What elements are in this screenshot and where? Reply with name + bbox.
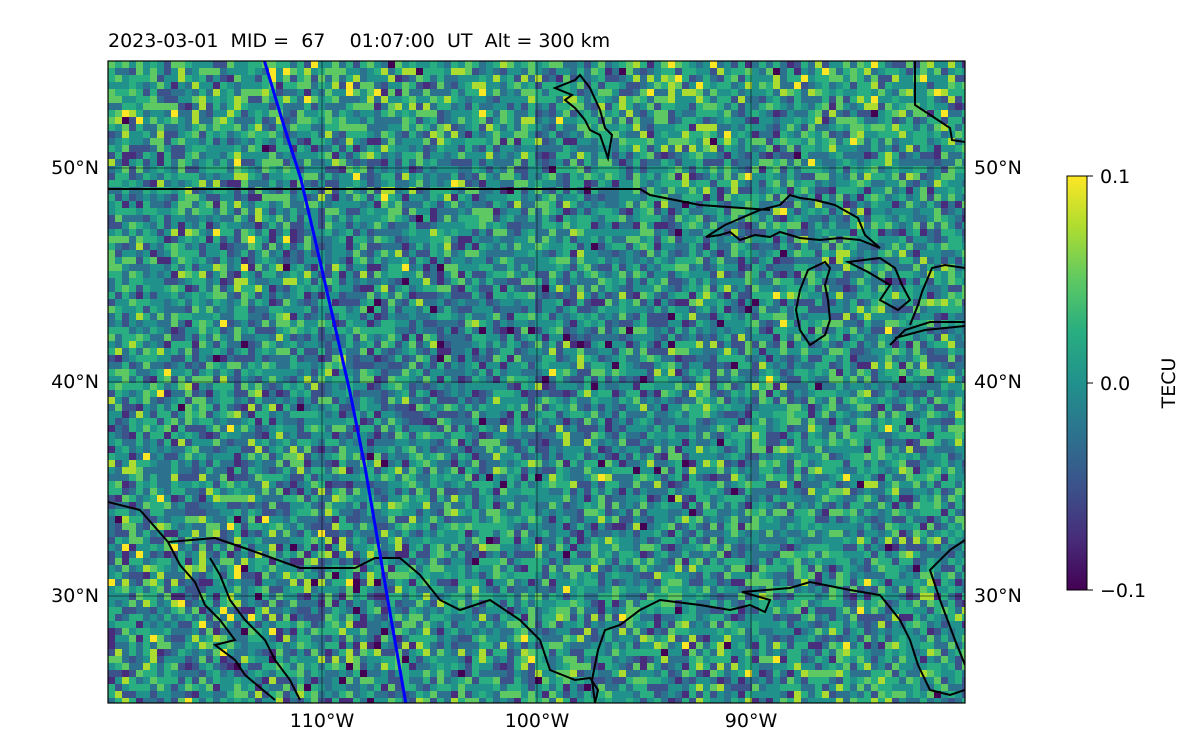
title-time: 01:07:00	[349, 30, 435, 52]
lat-tick-label-left-30n: 30°N	[51, 585, 99, 607]
florida-atlantic-coast	[928, 539, 965, 666]
lake-winnipeg	[552, 73, 614, 162]
gulf-coast	[590, 580, 965, 703]
colorbar-gradient	[1066, 175, 1088, 591]
gulf-of-california	[209, 557, 301, 701]
colorbar-tick-label-min: −0.1	[1100, 580, 1146, 602]
lon-tick-label-100w: 100°W	[505, 710, 570, 732]
lake-superior	[705, 193, 881, 249]
map-frame	[107, 60, 966, 704]
us-canada-border	[108, 188, 771, 211]
lake-erie-ontario	[889, 321, 965, 346]
grid-lines	[108, 61, 965, 703]
lat-tick-label-right-30n: 30°N	[974, 585, 1022, 607]
mexico-border-west	[108, 501, 276, 701]
lat-tick-label-right-50n: 50°N	[974, 157, 1022, 179]
title-time-zone: UT	[447, 30, 473, 52]
lake-michigan	[794, 260, 832, 347]
tec-field-cells	[108, 61, 965, 703]
hudson-bay-coast	[914, 61, 965, 143]
lat-tick-label-right-40n: 40°N	[974, 371, 1022, 393]
satellite-track-line	[262, 61, 408, 703]
colorbar-label: TECU	[1158, 358, 1180, 410]
map-title: 2023-03-01 MID = 67 01:07:00 UT Alt = 30…	[108, 30, 610, 52]
title-mid-label: MID =	[230, 30, 290, 52]
title-mid-value: 67	[301, 30, 326, 52]
colorbar: 0.1 0.0 −0.1 TECU	[1066, 166, 1180, 602]
coastlines-borders	[108, 61, 965, 703]
lon-tick-label-90w: 90°W	[725, 710, 778, 732]
lake-huron-east-shore	[909, 263, 965, 326]
title-altitude: Alt = 300 km	[484, 30, 611, 52]
title-date: 2023-03-01	[108, 30, 219, 52]
colorbar-tick-label-zero: 0.0	[1100, 373, 1130, 395]
lake-huron	[844, 256, 912, 312]
lat-tick-label-left-40n: 40°N	[51, 371, 99, 393]
us-mexico-border	[167, 536, 600, 703]
colorbar-tick-label-max: 0.1	[1100, 166, 1130, 188]
lat-tick-label-left-50n: 50°N	[51, 157, 99, 179]
lon-tick-label-110w: 110°W	[290, 710, 355, 732]
